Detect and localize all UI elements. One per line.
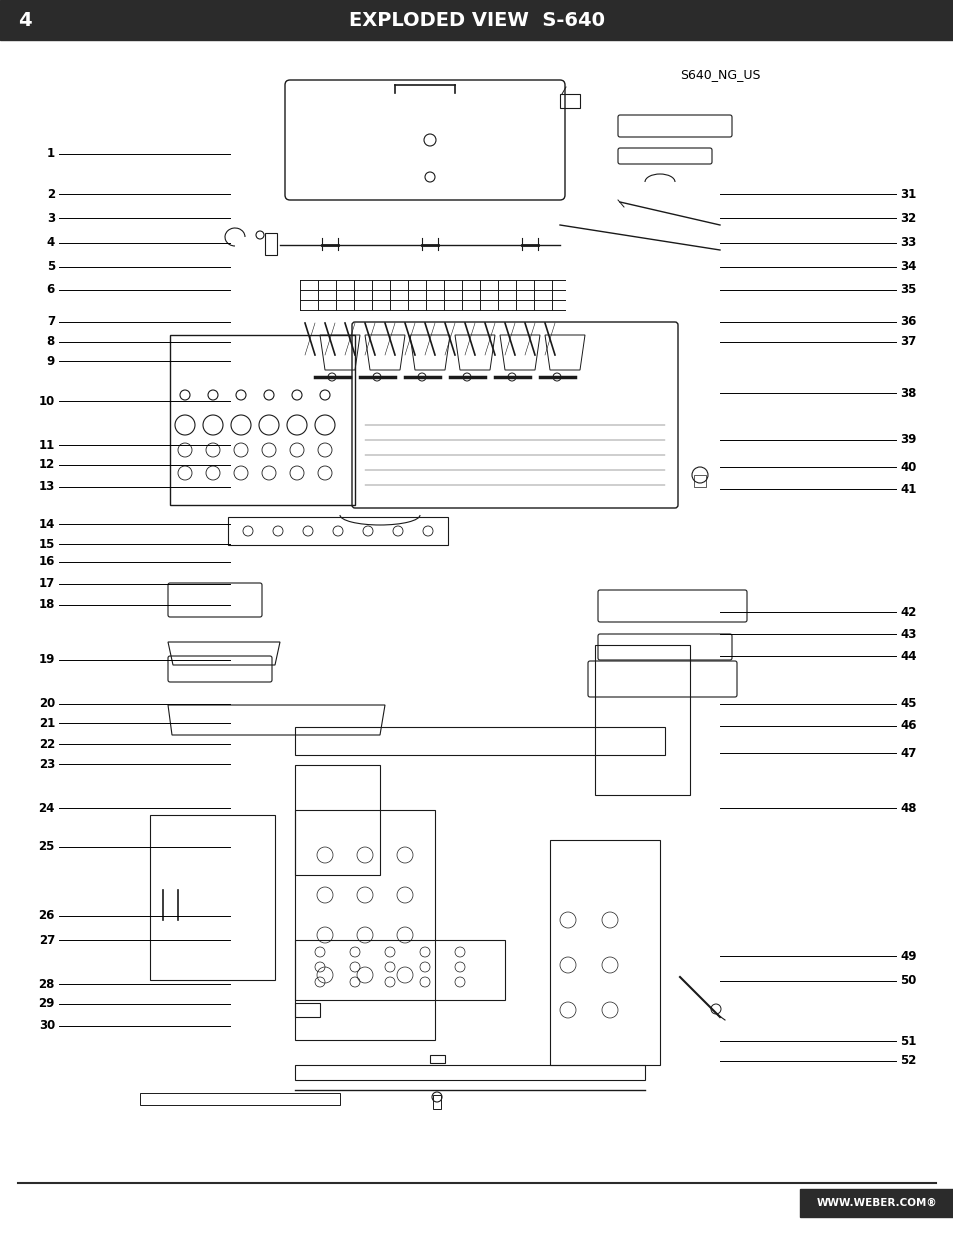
Bar: [550, 840, 659, 1065]
Text: 28: 28: [38, 977, 55, 990]
Text: 5: 5: [47, 261, 55, 273]
Text: 9: 9: [47, 354, 55, 368]
Bar: [693, 475, 705, 487]
Text: S640_NG_US: S640_NG_US: [679, 68, 760, 82]
Text: 35: 35: [899, 283, 916, 296]
Text: 20: 20: [39, 697, 55, 710]
Bar: [228, 517, 448, 545]
Text: 32: 32: [899, 212, 915, 225]
Text: 37: 37: [899, 335, 915, 348]
Text: 13: 13: [39, 480, 55, 493]
Text: 4: 4: [18, 11, 31, 30]
Bar: [0, 0, 953, 40]
Text: 12: 12: [39, 458, 55, 472]
Text: 39: 39: [899, 433, 916, 446]
Bar: [595, 645, 689, 795]
Bar: [294, 1003, 319, 1016]
Text: 24: 24: [38, 802, 55, 815]
Text: 27: 27: [39, 934, 55, 946]
Text: 50: 50: [899, 974, 916, 987]
Text: WWW.WEBER.COM®: WWW.WEBER.COM®: [816, 1198, 937, 1208]
Text: 2: 2: [47, 188, 55, 201]
Text: 38: 38: [899, 387, 916, 400]
Bar: [294, 727, 664, 755]
Text: 36: 36: [899, 315, 916, 329]
Text: 10: 10: [39, 394, 55, 408]
Text: 21: 21: [39, 716, 55, 730]
Text: 33: 33: [899, 236, 915, 249]
Text: 48: 48: [899, 802, 916, 815]
Text: 43: 43: [899, 627, 916, 641]
Text: 8: 8: [47, 335, 55, 348]
Text: 11: 11: [39, 438, 55, 452]
Text: 19: 19: [38, 653, 55, 666]
Bar: [294, 810, 435, 1040]
Bar: [559, 94, 579, 107]
Bar: [294, 764, 379, 876]
Text: 16: 16: [38, 555, 55, 568]
Bar: [433, 1095, 440, 1109]
Text: 34: 34: [899, 261, 916, 273]
Text: EXPLODED VIEW  S-640: EXPLODED VIEW S-640: [349, 11, 604, 30]
Text: 41: 41: [899, 483, 916, 495]
Text: 46: 46: [899, 719, 916, 732]
Bar: [140, 1093, 339, 1105]
Text: 25: 25: [38, 840, 55, 853]
Text: 18: 18: [38, 598, 55, 611]
Text: 15: 15: [38, 537, 55, 551]
Bar: [294, 1065, 644, 1079]
Text: 30: 30: [39, 1019, 55, 1032]
Text: 31: 31: [899, 188, 915, 201]
Text: 3: 3: [47, 212, 55, 225]
Bar: [800, 1189, 953, 1216]
Text: 40: 40: [899, 461, 916, 473]
Bar: [265, 233, 276, 254]
Text: 26: 26: [38, 909, 55, 923]
Text: 52: 52: [899, 1055, 916, 1067]
Text: 49: 49: [899, 950, 916, 963]
Text: 14: 14: [38, 517, 55, 531]
Bar: [150, 815, 274, 981]
Text: 42: 42: [899, 605, 916, 619]
Text: 7: 7: [47, 315, 55, 329]
Text: 51: 51: [899, 1035, 916, 1047]
Text: 29: 29: [38, 998, 55, 1010]
Bar: [294, 940, 504, 1000]
Text: 4: 4: [47, 236, 55, 249]
Text: 47: 47: [899, 746, 916, 760]
Text: 6: 6: [47, 283, 55, 296]
Text: 17: 17: [39, 577, 55, 590]
Text: 45: 45: [899, 697, 916, 710]
Bar: [170, 335, 355, 505]
Text: 1: 1: [47, 147, 55, 161]
Bar: [430, 1055, 444, 1063]
Text: 22: 22: [39, 737, 55, 751]
Text: 44: 44: [899, 650, 916, 663]
Text: 23: 23: [39, 757, 55, 771]
